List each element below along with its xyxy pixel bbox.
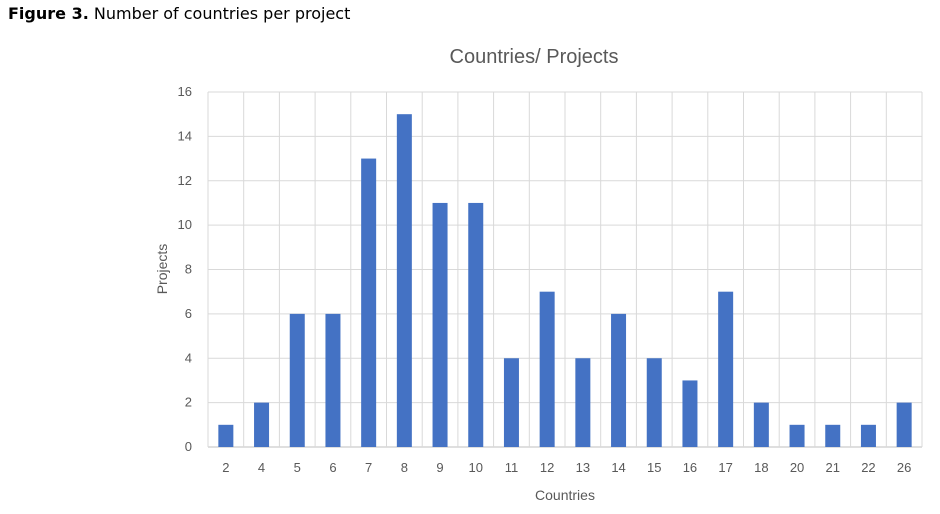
bar-17 bbox=[718, 291, 734, 447]
bar-12 bbox=[539, 291, 555, 447]
x-tick-label: 10 bbox=[469, 460, 483, 475]
x-tick-label: 15 bbox=[647, 460, 661, 475]
x-tick-label: 18 bbox=[754, 460, 768, 475]
x-tick-label: 21 bbox=[826, 460, 840, 475]
bar-14 bbox=[611, 313, 627, 447]
chart-title: Countries/ Projects bbox=[450, 46, 619, 68]
bar-18 bbox=[753, 402, 769, 447]
x-tick-label: 16 bbox=[683, 460, 697, 475]
bar-9 bbox=[432, 202, 448, 447]
x-tick-label: 22 bbox=[861, 460, 875, 475]
x-tick-label: 7 bbox=[365, 460, 372, 475]
x-tick-label: 9 bbox=[436, 460, 443, 475]
bar-16 bbox=[682, 380, 698, 447]
x-tick-label: 2 bbox=[222, 460, 229, 475]
y-tick-label: 14 bbox=[178, 128, 192, 143]
x-axis-label: Countries bbox=[535, 487, 595, 503]
x-tick-label: 11 bbox=[505, 460, 519, 475]
y-tick-label: 4 bbox=[185, 350, 192, 365]
x-tick-label: 26 bbox=[897, 460, 911, 475]
gridlines bbox=[207, 91, 923, 448]
x-tick-label: 5 bbox=[294, 460, 301, 475]
y-axis-ticks: 0 2 4 6 8 10 12 14 16 bbox=[178, 84, 192, 454]
x-tick-label: 14 bbox=[611, 460, 625, 475]
bar-8 bbox=[396, 114, 412, 447]
bar-15 bbox=[646, 358, 662, 447]
x-tick-label: 8 bbox=[401, 460, 408, 475]
y-tick-label: 6 bbox=[185, 306, 192, 321]
bar-11 bbox=[503, 358, 519, 447]
y-tick-label: 2 bbox=[185, 395, 192, 410]
x-tick-label: 17 bbox=[718, 460, 732, 475]
figure-caption: Figure 3. Number of countries per projec… bbox=[8, 4, 350, 23]
bar-7 bbox=[361, 158, 377, 447]
bar-5 bbox=[289, 313, 305, 447]
x-tick-label: 6 bbox=[329, 460, 336, 475]
x-tick-label: 4 bbox=[258, 460, 265, 475]
y-tick-label: 10 bbox=[178, 217, 192, 232]
bar-4 bbox=[254, 402, 270, 447]
bar-10 bbox=[468, 202, 484, 447]
y-tick-label: 0 bbox=[185, 439, 192, 454]
x-axis-ticks: 2 4 5 6 7 8 9 10 11 12 13 14 15 16 17 18 20 21 22 26 bbox=[222, 460, 911, 475]
y-axis-label: Projects bbox=[154, 244, 170, 295]
y-tick-label: 12 bbox=[178, 173, 192, 188]
figure-caption-text: Number of countries per project bbox=[93, 4, 351, 23]
bar-26 bbox=[896, 402, 912, 447]
y-tick-label: 8 bbox=[185, 262, 192, 277]
bar-2 bbox=[218, 424, 234, 447]
x-tick-label: 20 bbox=[790, 460, 804, 475]
figure-label: Figure 3. bbox=[8, 4, 89, 23]
bar-22 bbox=[860, 424, 876, 447]
bars bbox=[218, 114, 912, 447]
y-tick-label: 16 bbox=[178, 84, 192, 99]
bar-21 bbox=[825, 424, 841, 447]
bar-6 bbox=[325, 313, 341, 447]
x-tick-label: 12 bbox=[540, 460, 554, 475]
x-tick-label: 13 bbox=[576, 460, 590, 475]
bar-13 bbox=[575, 358, 591, 447]
bar-20 bbox=[789, 424, 805, 447]
